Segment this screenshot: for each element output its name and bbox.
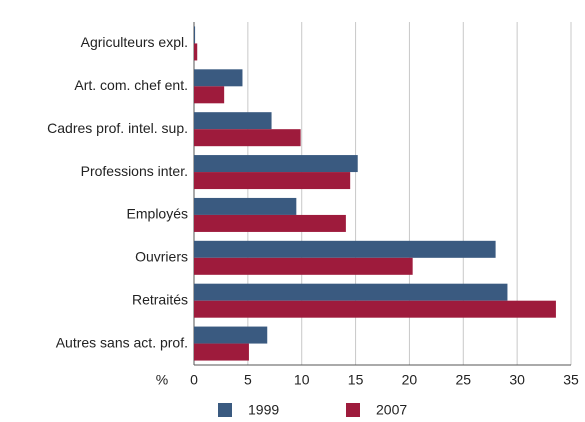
bar: [194, 300, 556, 318]
bar: [194, 155, 358, 173]
bar: [194, 257, 413, 275]
bar: [194, 86, 225, 104]
y-tick-label: Autres sans act. prof.: [56, 334, 188, 350]
x-axis-label: %: [156, 372, 168, 388]
y-tick-label: Cadres prof. intel. sup.: [47, 120, 188, 136]
bar: [194, 129, 301, 147]
legend-label: 2007: [376, 402, 407, 418]
x-tick-label: 5: [244, 372, 252, 388]
y-tick-label: Agriculteurs expl.: [81, 34, 188, 50]
bar: [194, 43, 198, 61]
bar: [194, 172, 351, 190]
bar: [194, 197, 297, 215]
y-tick-label: Art. com. chef ent.: [74, 77, 188, 93]
bar: [194, 343, 249, 361]
bar: [194, 112, 272, 130]
y-tick-label: Ouvriers: [135, 249, 188, 265]
x-tick-label: 25: [455, 372, 471, 388]
bar: [194, 214, 346, 232]
bar: [194, 326, 268, 344]
legend-swatch: [218, 403, 232, 417]
x-tick-label: 30: [509, 372, 525, 388]
x-tick-label: 20: [402, 372, 418, 388]
x-tick-label: 35: [563, 372, 579, 388]
legend-label: 1999: [248, 402, 279, 418]
bar: [194, 283, 508, 301]
y-tick-label: Professions inter.: [81, 163, 188, 179]
y-tick-label: Employés: [127, 206, 188, 222]
bar: [194, 26, 196, 44]
x-tick-label: 10: [294, 372, 310, 388]
x-tick-label: 15: [348, 372, 364, 388]
bar: [194, 69, 243, 87]
y-tick-label: Retraités: [132, 291, 188, 307]
legend-swatch: [346, 403, 360, 417]
x-tick-label: 0: [190, 372, 198, 388]
bar: [194, 240, 496, 258]
